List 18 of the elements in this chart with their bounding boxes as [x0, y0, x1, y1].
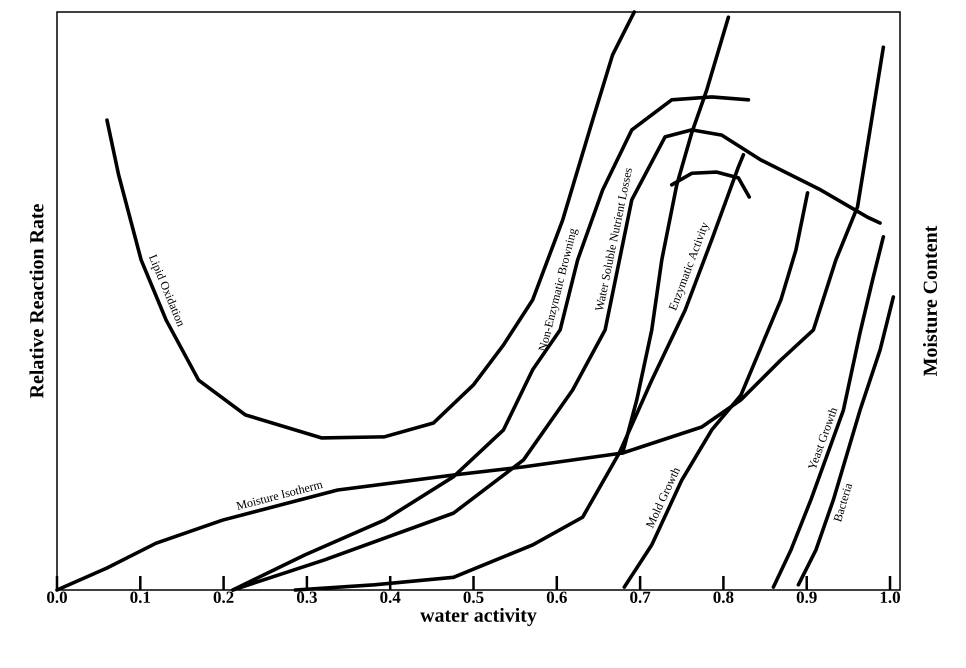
x-tick-label: 0.0: [47, 592, 67, 604]
x-tick-label: 0.1: [130, 592, 150, 604]
y-axis-title: Relative Reaction Rate: [29, 204, 44, 398]
x-axis-title: water activity: [420, 608, 537, 626]
x-tick-label: 0.2: [214, 592, 234, 604]
x-tick-label: 0.6: [546, 592, 567, 604]
text: Water Soluble Nutrient Losses: [595, 168, 632, 310]
x-tick-label: 0.5: [464, 592, 484, 604]
text: Moisture Isotherm: [236, 482, 324, 510]
x-tick-label: 0.9: [796, 592, 817, 604]
text: Bacteria: [833, 484, 852, 522]
y2-axis-title: Moisture Content: [922, 226, 938, 376]
x-tick-label: 0.7: [630, 592, 650, 604]
text: Yeast Growth: [808, 408, 838, 468]
x-tick-label: 0.3: [296, 592, 317, 604]
x-tick-label: 1.0: [880, 592, 900, 604]
x-tick-label: 0.8: [713, 592, 734, 604]
x-tick-label: 0.4: [380, 592, 400, 604]
